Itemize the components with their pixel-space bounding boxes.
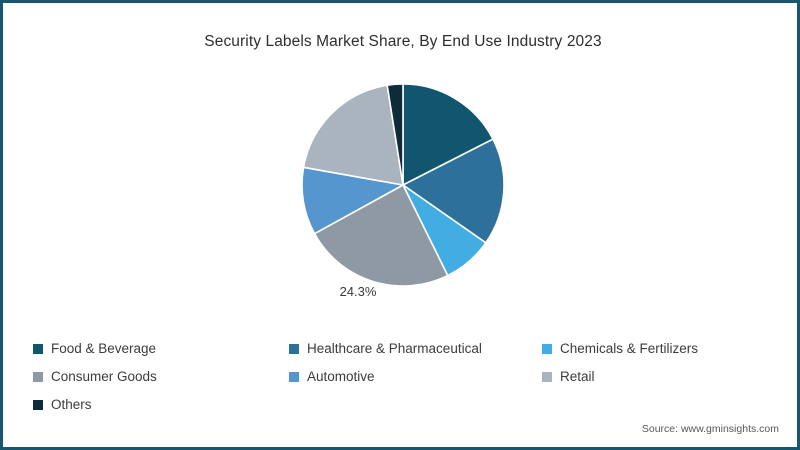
- pie-chart: [301, 83, 505, 287]
- legend-item-food-beverage[interactable]: Food & Beverage: [33, 341, 289, 356]
- pie-data-label: 24.3%: [339, 284, 377, 299]
- pie-slice[interactable]: [302, 84, 404, 186]
- legend-item-automotive[interactable]: Automotive: [289, 369, 542, 384]
- chart-legend: Food & Beverage Healthcare & Pharmaceuti…: [33, 341, 763, 425]
- legend-label: Chemicals & Fertilizers: [560, 341, 699, 356]
- legend-item-others[interactable]: Others: [33, 397, 289, 412]
- pie-slice[interactable]: [313, 183, 449, 287]
- legend-label: Consumer Goods: [51, 369, 157, 384]
- legend-label: Retail: [560, 369, 595, 384]
- legend-swatch-icon: [33, 343, 43, 354]
- pie-slice[interactable]: [402, 83, 495, 187]
- legend-label: Healthcare & Pharmaceutical: [307, 341, 482, 356]
- legend-swatch-icon: [33, 371, 43, 382]
- legend-label: Automotive: [307, 369, 375, 384]
- legend-swatch-icon: [542, 371, 552, 382]
- pie-chart-svg: [301, 83, 505, 287]
- pie-slice-group: [301, 83, 505, 287]
- legend-row: Food & Beverage Healthcare & Pharmaceuti…: [33, 341, 763, 369]
- pie-slice[interactable]: [386, 83, 404, 186]
- page-title: Security Labels Market Share, By End Use…: [204, 33, 602, 50]
- legend-label: Others: [51, 397, 92, 412]
- legend-row: Others: [33, 397, 763, 425]
- legend-row: Consumer Goods Automotive Retail: [33, 369, 763, 397]
- legend-swatch-icon: [33, 399, 43, 410]
- source-attribution: Source: www.gminsights.com: [641, 423, 779, 435]
- legend-swatch-icon: [289, 343, 299, 354]
- legend-label: Food & Beverage: [51, 341, 157, 356]
- legend-item-chemicals-fertilizers[interactable]: Chemicals & Fertilizers: [542, 341, 762, 356]
- pie-slice[interactable]: [401, 138, 505, 244]
- legend-item-retail[interactable]: Retail: [542, 369, 762, 384]
- legend-swatch-icon: [289, 371, 299, 382]
- pie-slice[interactable]: [301, 166, 406, 235]
- legend-swatch-icon: [542, 343, 552, 354]
- legend-item-consumer-goods[interactable]: Consumer Goods: [33, 369, 289, 384]
- legend-item-healthcare-pharmaceutical[interactable]: Healthcare & Pharmaceutical: [289, 341, 542, 356]
